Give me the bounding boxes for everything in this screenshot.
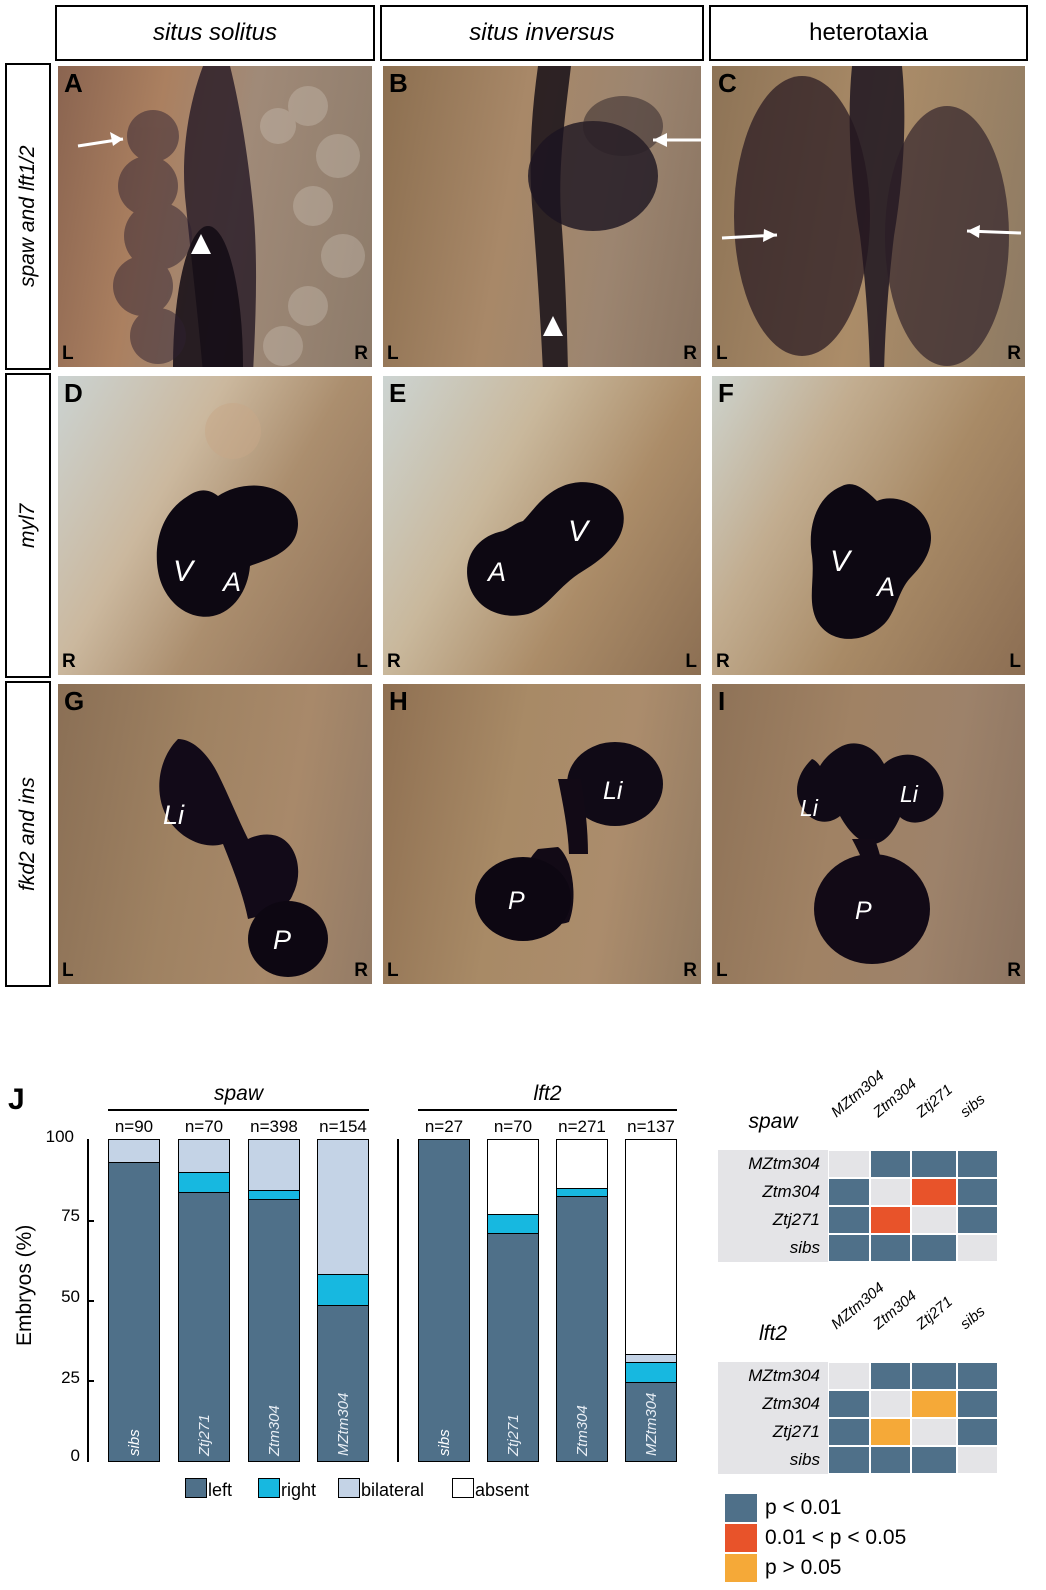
svg-text:V: V [173,555,196,588]
svg-text:V: V [568,515,591,548]
svg-text:Li: Li [900,781,919,807]
svg-text:Li: Li [603,777,624,805]
svg-text:A: A [875,572,895,602]
svg-text:P: P [508,887,525,915]
svg-text:P: P [273,925,291,955]
svg-text:A: A [221,567,241,597]
svg-text:P: P [855,897,872,925]
svg-text:Li: Li [163,800,185,830]
svg-text:A: A [486,557,506,587]
svg-text:V: V [830,545,853,578]
svg-text:Li: Li [800,795,819,821]
